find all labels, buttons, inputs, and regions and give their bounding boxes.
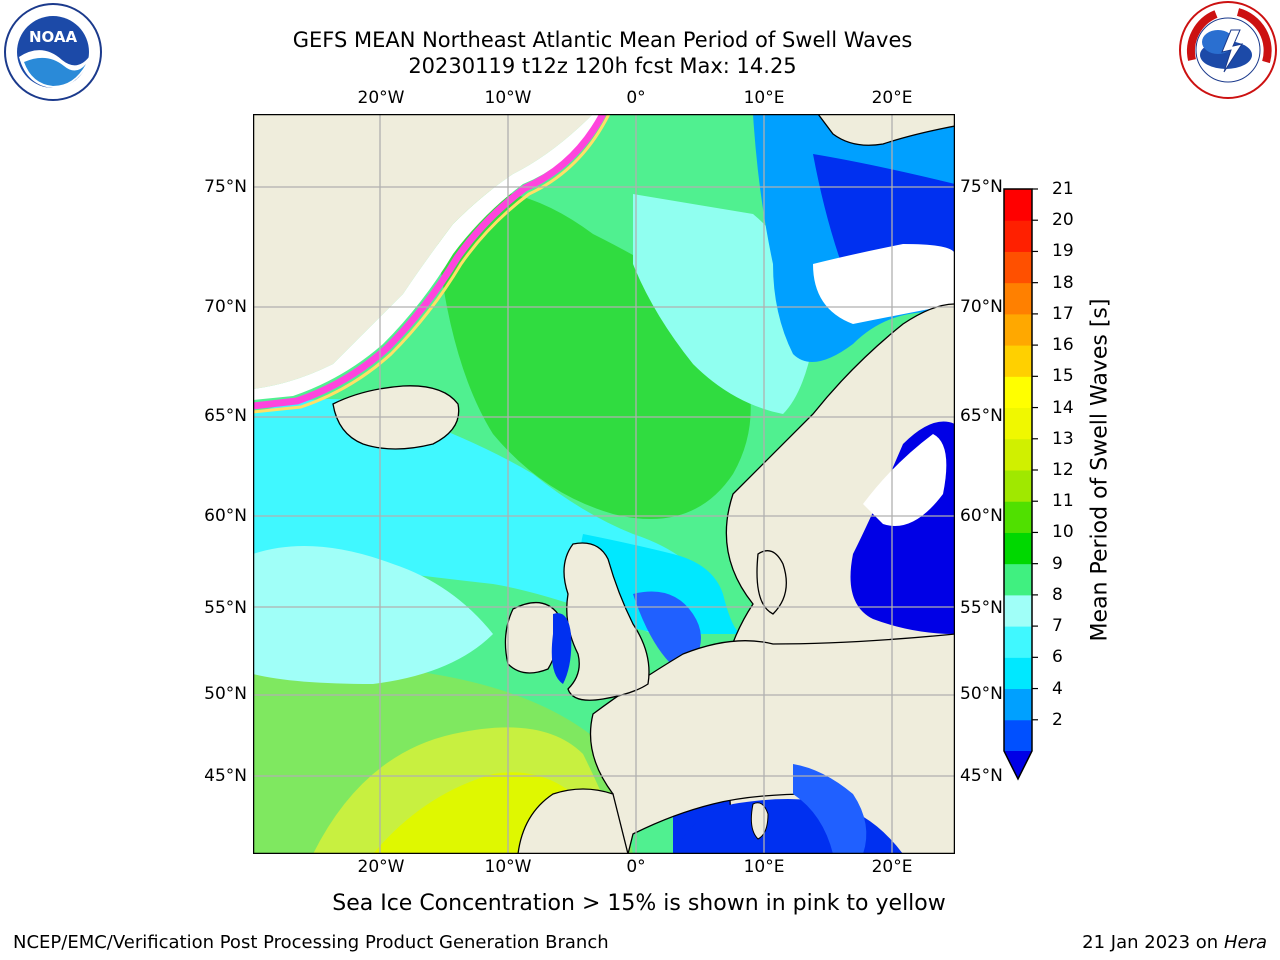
- colorbar-segment: [1004, 688, 1032, 721]
- colorbar-segment: [1004, 313, 1032, 346]
- colorbar-tick-label: 17: [1052, 303, 1074, 324]
- colorbar-segment: [1004, 594, 1032, 627]
- colorbar-tick-label: 7: [1052, 616, 1063, 637]
- lat-tick-left-60: 60°N: [204, 506, 247, 526]
- noaa-logo-text: NOAA: [29, 28, 78, 46]
- footer-host: Hera: [1223, 932, 1267, 953]
- svalbard-land: [817, 114, 954, 146]
- nws-logo: [1176, 0, 1280, 100]
- period-band-norwegian-sea: [633, 194, 813, 414]
- footer-date-text: 21 Jan 2023 on: [1082, 932, 1224, 953]
- sea-ice-pink-edge: [253, 114, 607, 410]
- colorbar-tick-label: 21: [1052, 179, 1074, 199]
- ireland-land: [504, 602, 560, 674]
- lat-tick-right-70: 70°N: [960, 297, 1003, 317]
- lon-tick-top-3: 0°: [626, 88, 646, 108]
- lon-tick-bottom-3: 0°: [626, 857, 646, 877]
- colorbar-tick-label: 19: [1052, 241, 1074, 262]
- colorbar-segment: [1004, 376, 1032, 409]
- colorbar-segment: [1004, 251, 1032, 284]
- map-frame: [253, 114, 955, 854]
- colorbar-extend-triangle: [1004, 751, 1032, 779]
- lon-tick-bottom-5: 20°E: [871, 857, 913, 877]
- greenland-land: [253, 114, 593, 389]
- colorbar-segment: [1004, 282, 1032, 315]
- colorbar-segment: [1004, 719, 1032, 752]
- colorbar-segment: [1004, 220, 1032, 252]
- colorbar-segment: [1004, 407, 1032, 440]
- lon-tick-bottom-1: 20°W: [357, 857, 405, 877]
- noaa-logo: NOAA: [2, 2, 104, 102]
- chart-subtitle: 20230119 t12z 120h fcst Max: 14.25: [408, 54, 797, 78]
- great-britain-land: [563, 542, 650, 701]
- colorbar-tick-label: 18: [1052, 272, 1074, 293]
- colorbar-tick-label: 16: [1052, 335, 1074, 356]
- colorbar-tick-label: 6: [1052, 647, 1063, 668]
- colorbar-segment: [1004, 438, 1032, 471]
- lat-tick-left-50: 50°N: [204, 684, 247, 704]
- colorbar-segment: [1004, 501, 1032, 533]
- lon-tick-top-4: 10°E: [743, 88, 785, 108]
- lon-tick-top-5: 20°E: [871, 88, 913, 108]
- sea-ice-caption: Sea Ice Concentration > 15% is shown in …: [332, 891, 946, 916]
- colorbar-frame: [1003, 188, 1033, 781]
- colorbar-tick-label: 20: [1052, 210, 1074, 231]
- iberia-land: [517, 788, 629, 854]
- period-band-9: [253, 546, 493, 684]
- colorbar-tick-label: 9: [1052, 553, 1063, 574]
- colorbar-tick-label: 12: [1052, 460, 1074, 480]
- barents-ice-white: [813, 244, 954, 324]
- lat-tick-right-65: 65°N: [960, 406, 1003, 426]
- lon-tick-top-1: 20°W: [357, 88, 405, 108]
- lat-tick-left-65: 65°N: [204, 406, 247, 426]
- lon-tick-top-2: 10°W: [484, 88, 532, 108]
- colorbar-tick-label: 13: [1052, 428, 1074, 449]
- lon-tick-bottom-4: 10°E: [743, 857, 785, 877]
- swell-period-map: [253, 114, 955, 854]
- colorbar-segment: [1004, 657, 1032, 690]
- lat-tick-left-45: 45°N: [204, 766, 247, 786]
- lat-tick-right-60: 60°N: [960, 506, 1003, 526]
- colorbar-label: Mean Period of Swell Waves [s]: [1087, 298, 1113, 642]
- colorbar-segment: [1004, 470, 1032, 502]
- irish-sea: [551, 613, 572, 684]
- colorbar-tick-label: 10: [1052, 522, 1074, 543]
- colorbar-segment: [1004, 345, 1032, 377]
- lat-tick-left-55: 55°N: [204, 598, 247, 618]
- lon-tick-bottom-2: 10°W: [484, 857, 532, 877]
- chart-title: GEFS MEAN Northeast Atlantic Mean Period…: [292, 28, 913, 52]
- colorbar-tick-label: 4: [1052, 678, 1063, 699]
- sea-ice-white: [253, 114, 603, 400]
- colorbar: [1003, 188, 1038, 781]
- gulf-of-bothnia-ice: [863, 434, 947, 526]
- footer-credit: NCEP/EMC/Verification Post Processing Pr…: [13, 932, 609, 953]
- footer-date: 21 Jan 2023 on Hera: [1082, 932, 1267, 953]
- map-gridlines: [253, 114, 954, 854]
- lat-tick-left-70: 70°N: [204, 297, 247, 317]
- sea-ice-yellow-edge: [253, 114, 611, 414]
- colorbar-tick-label: 2: [1052, 709, 1063, 730]
- lat-tick-right-75: 75°N: [960, 177, 1003, 197]
- colorbar-tick-label: 15: [1052, 366, 1074, 387]
- colorbar-segment: [1004, 626, 1032, 658]
- period-band-11: [433, 189, 751, 519]
- lat-tick-right-45: 45°N: [960, 766, 1003, 786]
- colorbar-segment: [1004, 563, 1032, 596]
- lat-tick-left-75: 75°N: [204, 177, 247, 197]
- colorbar-tick-label: 8: [1052, 584, 1063, 605]
- adriatic-sea: [793, 764, 867, 854]
- colorbar-segment: [1004, 532, 1032, 565]
- colorbar-tick-label: 14: [1052, 397, 1074, 418]
- colorbar-segment: [1004, 189, 1032, 221]
- lat-tick-right-55: 55°N: [960, 598, 1003, 618]
- colorbar-tick-label: 11: [1052, 491, 1074, 512]
- lat-tick-right-50: 50°N: [960, 684, 1003, 704]
